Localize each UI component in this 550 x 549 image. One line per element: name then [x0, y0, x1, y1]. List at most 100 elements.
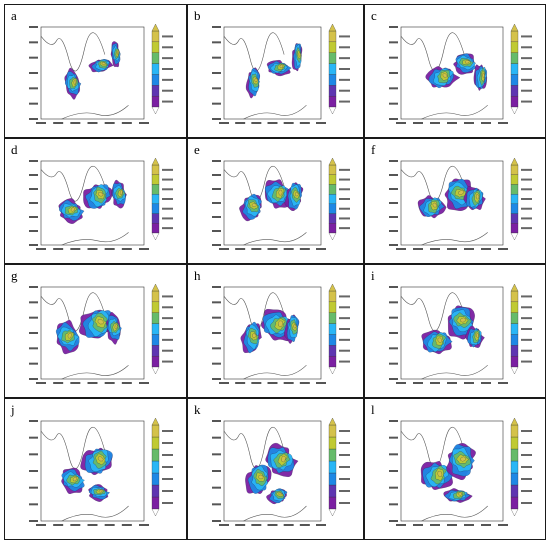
y-tick-label: [389, 244, 398, 246]
map-panel-c: c: [364, 4, 546, 138]
y-tick-label: [389, 26, 398, 28]
colorbar-segment: [510, 424, 519, 438]
y-tick-label: [212, 72, 221, 74]
colorbar-segment: [328, 448, 337, 462]
colorbar-tick-label: [162, 490, 173, 492]
x-tick-label: [121, 122, 132, 124]
y-tick-label: [212, 118, 221, 120]
colorbar-tick-label: [162, 295, 173, 298]
x-tick-label: [139, 122, 149, 124]
map-panel-f: f: [364, 138, 546, 264]
colorbar-tick-label: [339, 338, 350, 341]
colorbar-segment: [151, 30, 160, 43]
colorbar-segment: [328, 41, 337, 53]
x-tick-label: [104, 524, 115, 526]
panel-label: k: [194, 402, 201, 417]
x-tick-label: [53, 382, 64, 384]
colorbar-segment: [151, 223, 160, 234]
colorbar-bottom-arrow: [151, 508, 160, 517]
x-tick-label: [87, 382, 98, 384]
coastline: [223, 165, 307, 246]
x-tick-label: [267, 122, 278, 124]
colorbar-tick-label: [521, 78, 532, 81]
colorbar-tick-label: [339, 227, 350, 230]
colorbar-segment: [328, 323, 337, 335]
x-tick-label: [283, 382, 294, 384]
y-tick-label: [29, 87, 38, 90]
x-tick-label: [464, 382, 474, 384]
colorbar-tick-label: [339, 57, 350, 60]
colorbar-segment: [328, 460, 337, 474]
colorbar-top-arrow: [328, 23, 337, 32]
colorbar-segment: [510, 460, 519, 474]
colorbar-top-arrow: [151, 23, 160, 32]
x-tick-label: [464, 122, 474, 124]
colorbar-top-arrow: [328, 417, 337, 426]
colorbar-tick-label: [162, 68, 173, 70]
colorbar-segment: [328, 436, 337, 450]
x-tick-label: [413, 122, 423, 124]
colorbar-tick-label: [521, 338, 532, 341]
x-tick-label: [36, 122, 46, 124]
colorbar-bottom-arrow: [151, 232, 160, 241]
panel-label: b: [194, 8, 201, 23]
y-tick-label: [212, 347, 221, 350]
colorbar-top-arrow: [510, 417, 519, 426]
colorbar-segment: [510, 436, 519, 450]
map-panel-l: l: [364, 398, 546, 540]
x-tick-label: [481, 382, 491, 384]
x-tick-label: [396, 524, 406, 526]
colorbar-tick-label: [521, 68, 532, 70]
colorbar-tick-label: [521, 295, 532, 298]
x-tick-label: [104, 382, 115, 384]
colorbar-tick-label: [339, 207, 350, 210]
colorbar-tick-label: [162, 178, 173, 181]
y-tick-label: [29, 56, 38, 59]
x-tick-label: [267, 524, 278, 526]
colorbar-segment: [151, 174, 160, 185]
colorbar-segment: [328, 496, 337, 510]
colorbar-tick-label: [339, 490, 350, 492]
map-panel-j: j: [4, 398, 187, 540]
x-tick-label: [299, 122, 310, 124]
colorbar-segment: [510, 484, 519, 498]
colorbar-segment: [151, 355, 160, 368]
colorbar-tick-label: [162, 338, 173, 341]
colorbar-segment: [151, 74, 160, 86]
y-tick-label: [29, 102, 38, 105]
colorbar-segment: [510, 74, 519, 86]
y-tick-label: [29, 453, 38, 456]
colorbar-segment: [151, 213, 160, 224]
colorbar-tick-label: [521, 466, 532, 468]
colorbar-tick-label: [339, 78, 350, 81]
y-tick-label: [389, 118, 398, 120]
x-tick-label: [70, 524, 81, 526]
colorbar-bottom-arrow: [328, 232, 337, 241]
colorbar-tick-label: [521, 89, 532, 92]
y-tick-label: [29, 188, 38, 190]
colorbar-tick-label: [521, 328, 532, 330]
x-tick-label: [447, 382, 457, 384]
colorbar-segment: [328, 312, 337, 324]
x-tick-label: [251, 248, 262, 250]
colorbar-top-arrow: [151, 283, 160, 292]
panel-label: l: [371, 402, 375, 417]
y-tick-label: [212, 230, 221, 232]
colorbar-segment: [151, 424, 160, 438]
colorbar-tick-label: [162, 478, 173, 480]
colorbar-tick-label: [162, 57, 173, 60]
x-tick-label: [430, 382, 440, 384]
colorbar-segment: [328, 74, 337, 86]
contour-region: [97, 456, 104, 462]
contour-region: [279, 64, 283, 69]
map-panel-a: a: [4, 4, 187, 138]
x-tick-label: [219, 122, 229, 124]
coastline: [223, 32, 307, 120]
x-tick-label: [430, 524, 440, 526]
colorbar-segment: [510, 290, 519, 303]
y-tick-label: [389, 286, 398, 288]
y-tick-label: [389, 503, 398, 506]
colorbar-bottom-arrow: [151, 366, 160, 375]
x-tick-label: [251, 122, 262, 124]
contour-region: [278, 492, 283, 496]
